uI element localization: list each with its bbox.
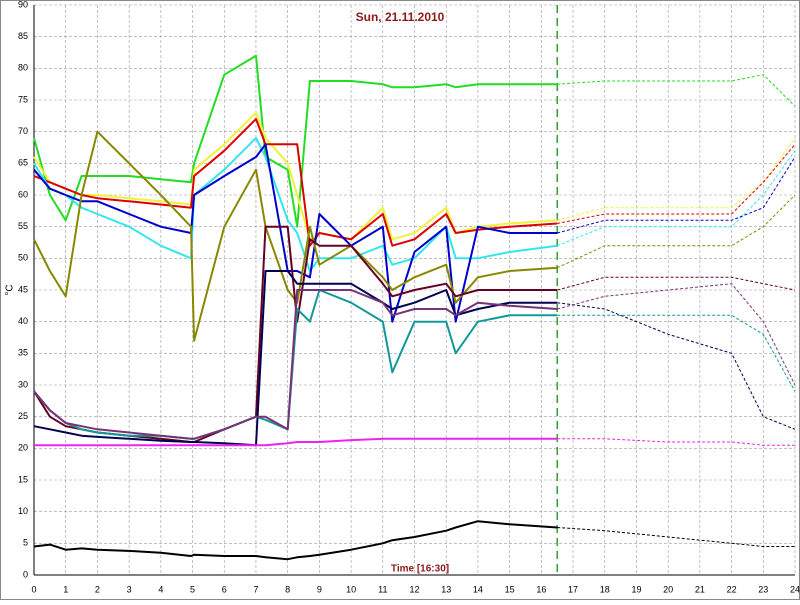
- x-tick-label: 7: [253, 584, 258, 594]
- x-tick-label: 8: [285, 584, 290, 594]
- x-tick-label: 13: [441, 584, 451, 594]
- x-tick-label: 21: [695, 584, 705, 594]
- x-tick-label: 20: [663, 584, 673, 594]
- series-line: [557, 143, 796, 224]
- x-tick-label: 17: [568, 584, 578, 594]
- x-tick-label: 18: [600, 584, 610, 594]
- y-tick-label: 85: [18, 31, 28, 41]
- series-line: [557, 438, 795, 446]
- series-line: [557, 74, 796, 107]
- series-line: [33, 130, 558, 342]
- x-tick-label: 4: [158, 584, 163, 594]
- y-tick-label: 15: [18, 474, 28, 484]
- x-tick-label: 12: [409, 584, 419, 594]
- y-tick-label: 90: [18, 0, 28, 9]
- x-axis-label: Time [16:30]: [391, 564, 449, 575]
- y-tick-label: 10: [18, 506, 28, 516]
- series-line: [33, 270, 558, 447]
- series-line: [557, 283, 796, 386]
- y-tick-label: 70: [18, 126, 28, 136]
- x-tick-label: 14: [473, 584, 483, 594]
- y-tick-label: 40: [18, 316, 28, 326]
- series-line: [33, 520, 558, 561]
- y-tick-label: 30: [18, 379, 28, 389]
- y-tick-label: 80: [18, 63, 28, 73]
- series-line: [33, 111, 558, 241]
- series-line: [556, 194, 796, 269]
- x-tick-label: 24: [790, 584, 800, 594]
- series-line: [557, 302, 796, 430]
- y-tick-label: 75: [18, 94, 28, 104]
- y-tick-label: 50: [18, 253, 28, 263]
- x-tick-label: 1: [63, 584, 68, 594]
- y-tick-label: 0: [23, 569, 28, 579]
- y-tick-label: 25: [18, 411, 28, 421]
- x-tick-label: 6: [222, 584, 227, 594]
- x-tick-label: 16: [536, 584, 546, 594]
- chart-title: Sun, 21.11.2010: [356, 10, 445, 24]
- series-line: [557, 276, 796, 291]
- y-axis-label: °C: [5, 284, 16, 295]
- y-tick-label: 35: [18, 348, 28, 358]
- x-tick-label: 2: [95, 584, 100, 594]
- x-tick-label: 23: [758, 584, 768, 594]
- x-tick-label: 10: [346, 584, 356, 594]
- y-tick-label: 45: [18, 284, 28, 294]
- x-tick-label: 15: [505, 584, 515, 594]
- y-tick-label: 60: [18, 189, 28, 199]
- x-tick-label: 5: [190, 584, 195, 594]
- y-tick-label: 5: [23, 538, 28, 548]
- series-line: [557, 137, 796, 221]
- series-line: [33, 54, 558, 228]
- series-line: [33, 118, 558, 247]
- series-line: [557, 156, 796, 234]
- y-tick-label: 65: [18, 158, 28, 168]
- x-tick-label: 0: [31, 584, 36, 594]
- x-tick-label: 9: [317, 584, 322, 594]
- y-tick-label: 20: [18, 443, 28, 453]
- series-line: [33, 289, 558, 440]
- series-line: [557, 527, 795, 547]
- y-tick-label: 55: [18, 221, 28, 231]
- x-tick-label: 3: [127, 584, 132, 594]
- series-line: [34, 437, 558, 447]
- x-tick-label: 22: [727, 584, 737, 594]
- x-tick-label: 11: [378, 584, 387, 594]
- series-line: [557, 314, 796, 392]
- x-tick-label: 19: [631, 584, 641, 594]
- series-line: [557, 150, 796, 247]
